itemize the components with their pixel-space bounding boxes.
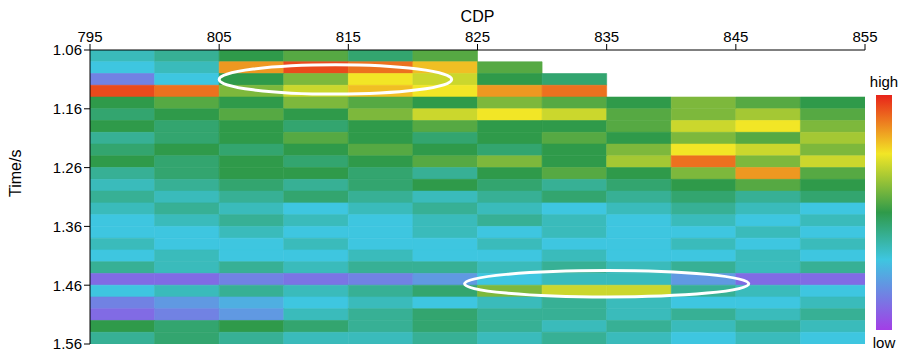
svg-text:low: low	[873, 334, 896, 351]
svg-text:815: 815	[336, 28, 361, 45]
svg-text:825: 825	[465, 28, 490, 45]
svg-text:1.46: 1.46	[53, 277, 82, 294]
svg-text:CDP: CDP	[461, 8, 495, 25]
svg-text:1.36: 1.36	[53, 218, 82, 235]
svg-text:1.06: 1.06	[53, 41, 82, 58]
svg-text:high: high	[870, 73, 898, 90]
svg-text:805: 805	[207, 28, 232, 45]
svg-text:845: 845	[723, 28, 748, 45]
svg-text:1.16: 1.16	[53, 100, 82, 117]
svg-text:795: 795	[77, 28, 103, 45]
svg-text:Time/s: Time/s	[7, 150, 24, 197]
svg-text:1.26: 1.26	[53, 159, 82, 176]
svg-text:855: 855	[852, 28, 877, 45]
svg-text:1.56: 1.56	[53, 335, 82, 352]
svg-text:835: 835	[594, 28, 619, 45]
